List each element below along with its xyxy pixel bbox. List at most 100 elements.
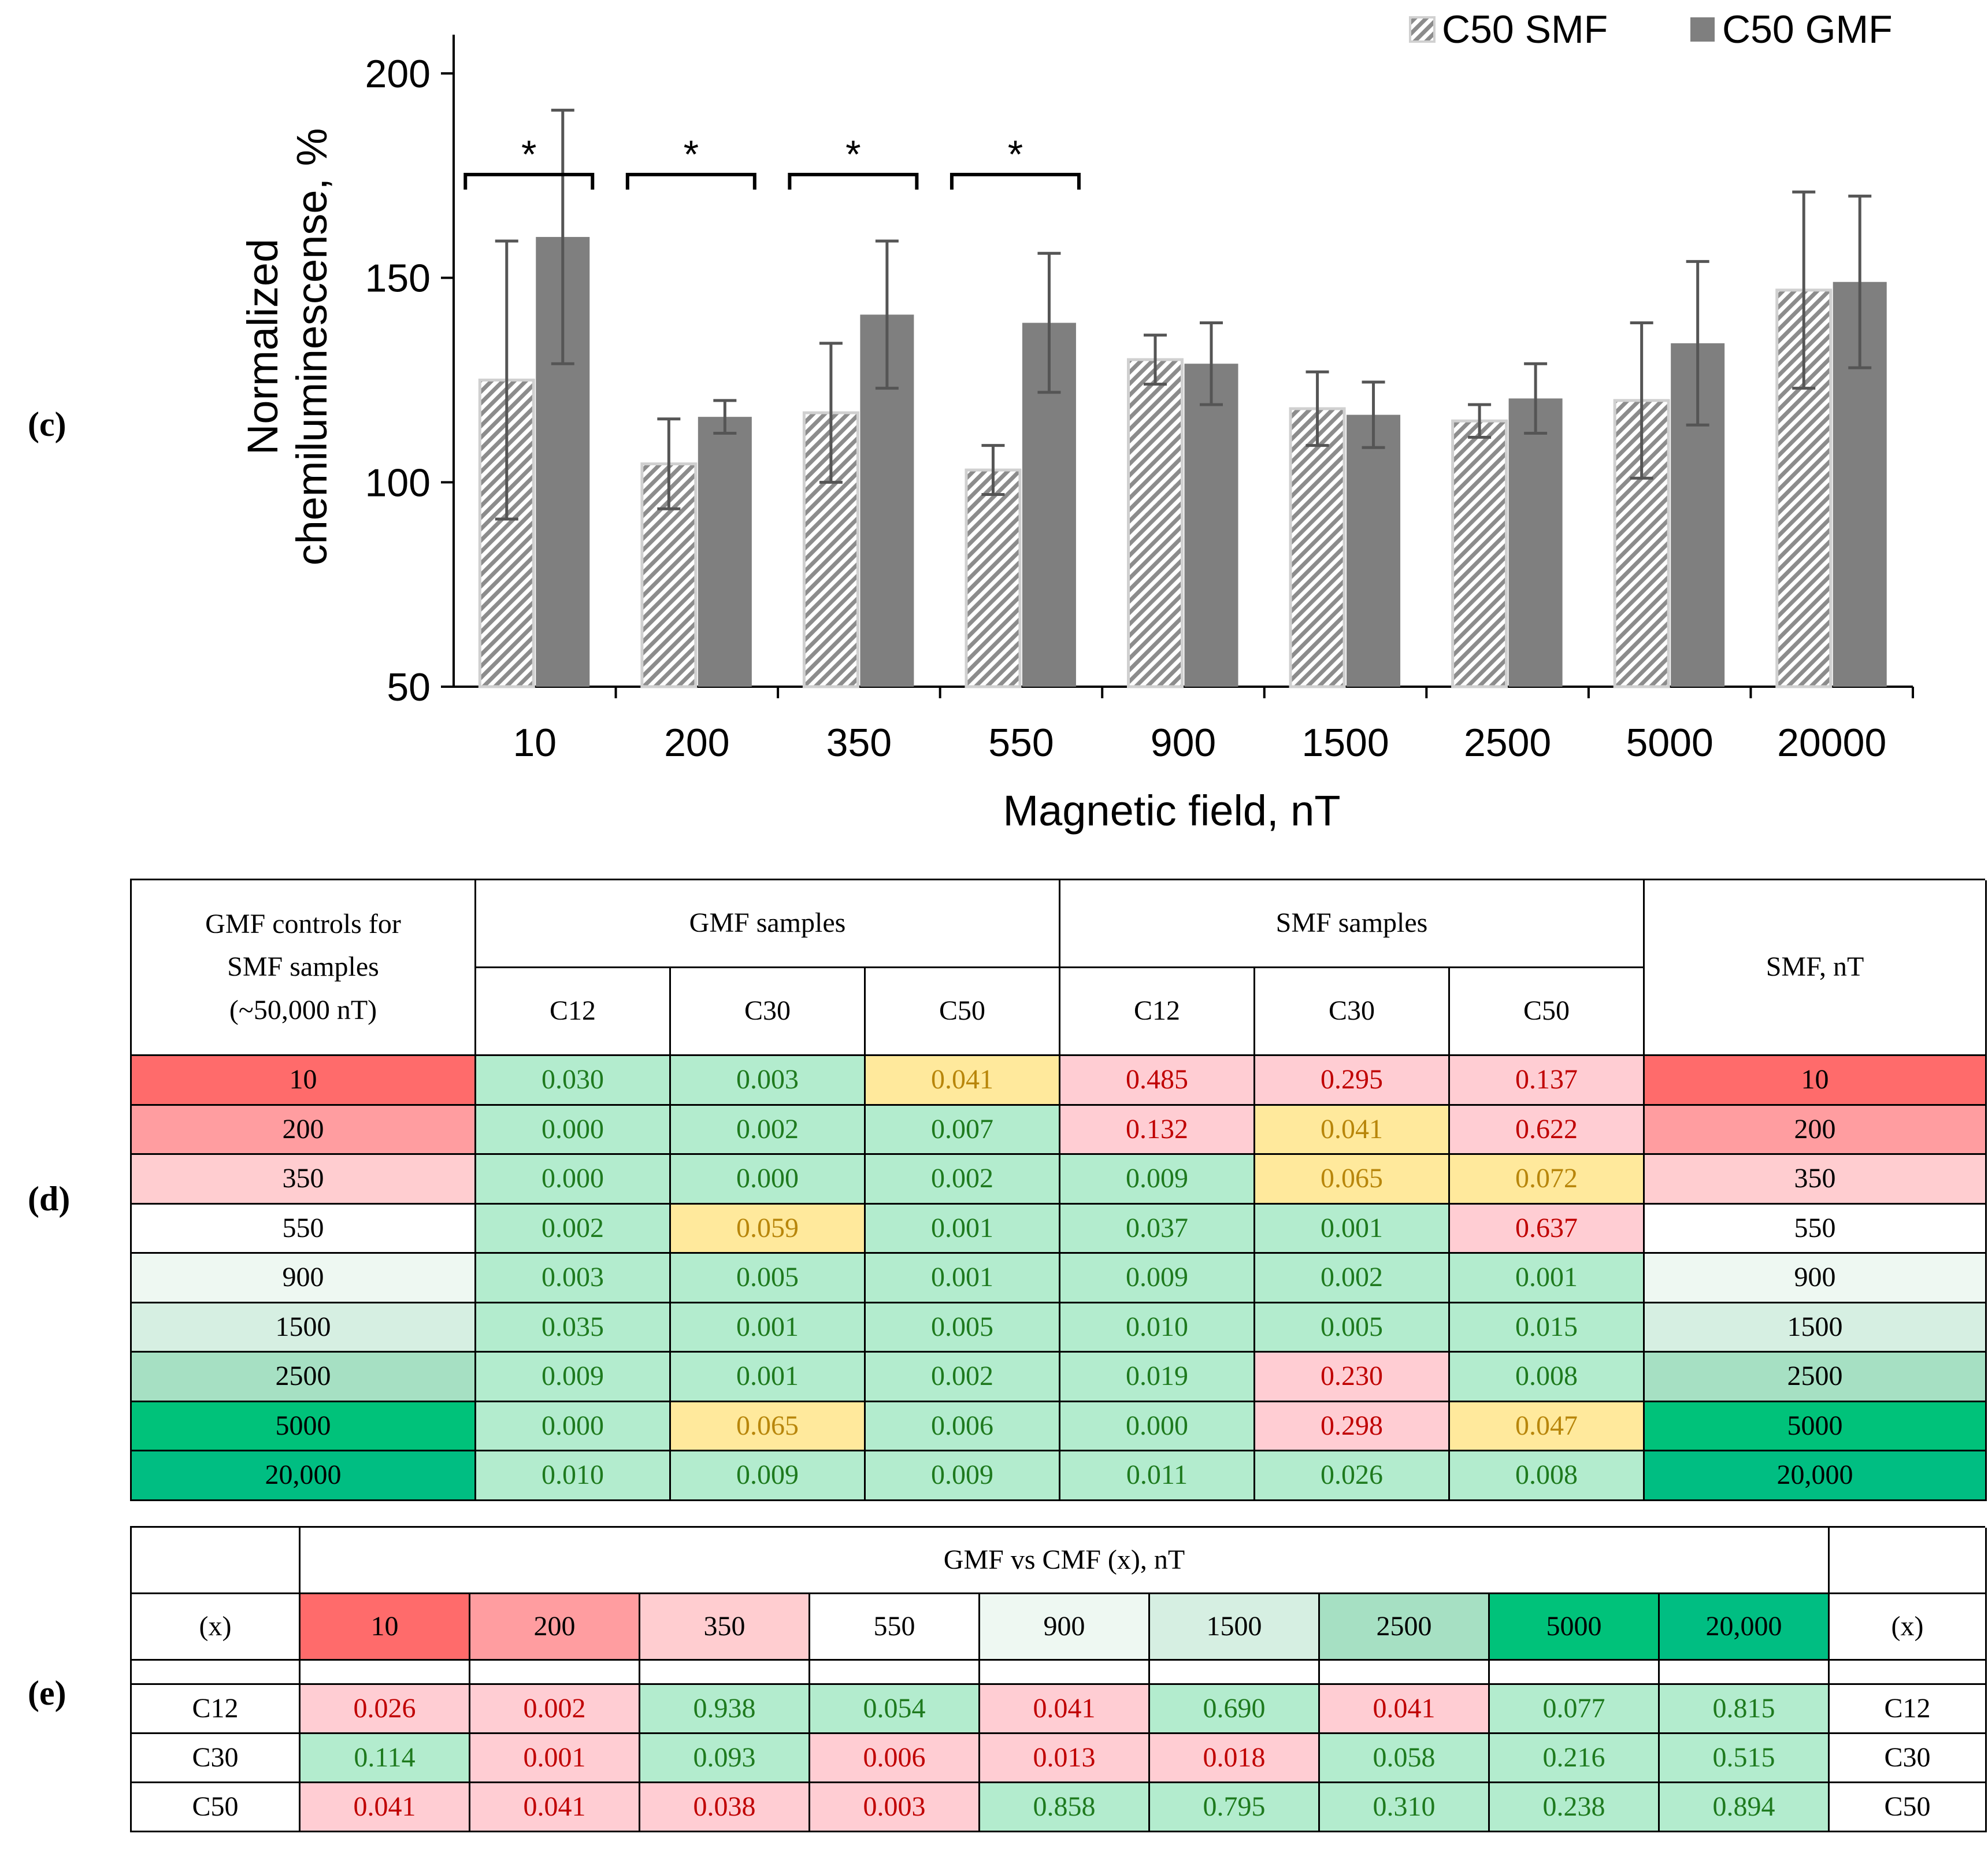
x-tick-label: 2500 xyxy=(1464,721,1551,765)
panel-label-e: (e) xyxy=(28,1674,66,1712)
table-e-field-header: 20,000 xyxy=(1660,1594,1830,1661)
table-d-cell: 0.011 xyxy=(1060,1451,1255,1501)
table-e-spacer-cell xyxy=(1830,1661,1987,1685)
table-d-field-right: 20,000 xyxy=(1645,1451,1987,1501)
table-e-cell: 0.310 xyxy=(1320,1783,1490,1832)
table-e-corner-right xyxy=(1830,1528,1987,1594)
table-e-cell: 0.858 xyxy=(980,1783,1150,1832)
table-d-cell: 0.010 xyxy=(1060,1303,1255,1353)
y-tick-label: 200 xyxy=(365,52,431,96)
table-d-header-left-line2: SMF samples xyxy=(227,951,379,983)
table-d-field-left: 200 xyxy=(132,1105,476,1155)
bar-c50-smf xyxy=(1289,407,1346,688)
table-e-spacer-cell xyxy=(1150,1661,1320,1685)
table-d-cell: 0.000 xyxy=(671,1155,866,1205)
y-axis-label-line1: Normalized xyxy=(239,239,287,455)
table-d-header-right: SMF, nT xyxy=(1645,880,1987,1056)
table-d-cell: 0.622 xyxy=(1450,1105,1645,1155)
table-e-field-header: 10 xyxy=(301,1594,470,1661)
legend-swatch-smf xyxy=(1409,16,1436,43)
table-d-header-smf: SMF samples xyxy=(1060,880,1645,968)
table-d-cell: 0.008 xyxy=(1450,1353,1645,1402)
significance-bracket xyxy=(625,173,756,190)
table-e-cell: 0.018 xyxy=(1150,1734,1320,1783)
table-d-cell: 0.009 xyxy=(866,1451,1060,1501)
table-d-cell: 0.047 xyxy=(1450,1402,1645,1451)
table-d-field-left: 10 xyxy=(132,1056,476,1106)
table-e-cell: 0.093 xyxy=(640,1734,810,1783)
x-tick-label: 1500 xyxy=(1301,721,1389,765)
table-d-cell: 0.295 xyxy=(1255,1056,1450,1106)
table-d-header-left-line1: GMF controls for xyxy=(205,908,401,939)
table-e-cell: 0.038 xyxy=(640,1783,810,1832)
table-d-field-right: 2500 xyxy=(1645,1353,1987,1402)
table-d-cell: 0.009 xyxy=(1060,1155,1255,1205)
y-axis-label-line2: chemiluminescense, % xyxy=(288,128,336,566)
table-d-field-left: 900 xyxy=(132,1254,476,1303)
table-d-cell: 0.009 xyxy=(476,1353,671,1402)
table-d-cell: 0.000 xyxy=(476,1105,671,1155)
table-e-cell: 0.013 xyxy=(980,1734,1150,1783)
table-e-cell: 0.077 xyxy=(1490,1685,1660,1734)
table-e-cell: 0.690 xyxy=(1150,1685,1320,1734)
x-tick-label: 5000 xyxy=(1626,721,1713,765)
panel-label-c: (c) xyxy=(28,405,66,443)
x-tick-label: 900 xyxy=(1151,721,1216,765)
bar-c50-gmf xyxy=(1347,414,1401,687)
table-d-header-left: GMF controls for SMF samples (~50,000 nT… xyxy=(132,880,476,1056)
y-tick-label: 100 xyxy=(365,461,431,505)
table-d-field-right: 1500 xyxy=(1645,1303,1987,1353)
table-d-cell: 0.001 xyxy=(1450,1254,1645,1303)
table-d-subheader: C50 xyxy=(1450,968,1645,1056)
table-e-row-label-right: C50 xyxy=(1830,1783,1987,1832)
bar-c50-gmf xyxy=(1184,364,1238,687)
table-e-title: GMF vs CMF (x), nT xyxy=(301,1528,1830,1594)
table-d-field-left: 2500 xyxy=(132,1353,476,1402)
table-d-cell: 0.002 xyxy=(866,1353,1060,1402)
legend-label-gmf: C50 GMF xyxy=(1722,8,1893,51)
table-e-field-header: 900 xyxy=(980,1594,1150,1661)
table-e-field-header: 2500 xyxy=(1320,1594,1490,1661)
y-tick-label: 50 xyxy=(387,665,431,709)
significance-bracket xyxy=(950,173,1081,190)
table-e-field-header: 550 xyxy=(810,1594,980,1661)
x-tick-label: 350 xyxy=(826,721,892,765)
table-e-cell: 0.054 xyxy=(810,1685,980,1734)
table-d-cell: 0.137 xyxy=(1450,1056,1645,1106)
table-e-field-header: 350 xyxy=(640,1594,810,1661)
table-d-cell: 0.059 xyxy=(671,1204,866,1254)
table-d-cell: 0.041 xyxy=(866,1056,1060,1106)
bar-c50-smf xyxy=(965,468,1022,688)
table-d-cell: 0.298 xyxy=(1255,1402,1450,1451)
table-d-cell: 0.065 xyxy=(1255,1155,1450,1205)
table-d-field-right: 550 xyxy=(1645,1204,1987,1254)
x-tick-label: 10 xyxy=(513,721,557,765)
table-d-cell: 0.015 xyxy=(1450,1303,1645,1353)
table-d-cell: 0.035 xyxy=(476,1303,671,1353)
table-e-cell: 0.026 xyxy=(301,1685,470,1734)
table-d-cell: 0.002 xyxy=(866,1155,1060,1205)
x-tick-label: 200 xyxy=(664,721,729,765)
bar-c50-gmf xyxy=(698,417,752,687)
table-d-cell: 0.009 xyxy=(1060,1254,1255,1303)
table-d-cell: 0.132 xyxy=(1060,1105,1255,1155)
table-d-subheader: C12 xyxy=(1060,968,1255,1056)
table-d-field-right: 350 xyxy=(1645,1155,1987,1205)
table-e-cell: 0.041 xyxy=(1320,1685,1490,1734)
table-d-cell: 0.005 xyxy=(866,1303,1060,1353)
table-e-spacer-cell xyxy=(1320,1661,1490,1685)
x-axis-label: Magnetic field, nT xyxy=(1003,787,1340,835)
x-tick-label: 550 xyxy=(988,721,1054,765)
significance-label: * xyxy=(684,132,699,176)
table-d-cell: 0.010 xyxy=(476,1451,671,1501)
significance-label: * xyxy=(521,132,536,176)
table-d-field-right: 200 xyxy=(1645,1105,1987,1155)
y-tick-label: 150 xyxy=(365,257,431,301)
table-e-cell: 0.002 xyxy=(470,1685,640,1734)
table-e-row-label: C30 xyxy=(132,1734,301,1783)
bar-c50-smf xyxy=(1451,419,1508,688)
table-e-cell: 0.114 xyxy=(301,1734,470,1783)
table-d-cell: 0.485 xyxy=(1060,1056,1255,1106)
table-e-cell: 0.515 xyxy=(1660,1734,1830,1783)
table-e-cell: 0.041 xyxy=(980,1685,1150,1734)
